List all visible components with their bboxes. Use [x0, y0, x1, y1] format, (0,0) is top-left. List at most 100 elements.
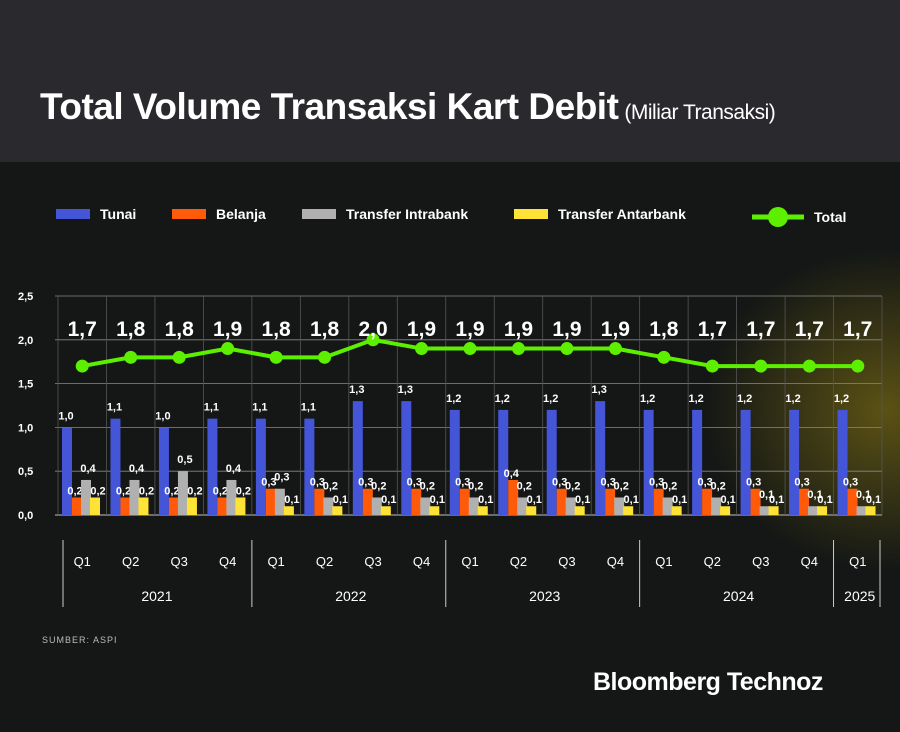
bar-transfer-antarbank — [380, 506, 391, 515]
legend-total: Total — [752, 206, 846, 228]
bar-data-label: 0,3 — [794, 477, 809, 489]
legend-label: Transfer Antarbank — [558, 206, 686, 222]
bar-data-label: 0,2 — [565, 480, 580, 492]
total-point — [366, 333, 380, 347]
bar-data-label: 0,1 — [478, 494, 493, 506]
bar-data-label: 0,2 — [187, 485, 202, 497]
bar-data-label: 1,2 — [785, 393, 800, 405]
bar-data-label: 0,3 — [358, 477, 373, 489]
bar-transfer-antarbank — [671, 506, 682, 515]
bar-data-label: 1,2 — [543, 393, 558, 405]
bar-transfer-antarbank — [283, 506, 294, 515]
total-point — [608, 342, 622, 356]
total-data-label: 1,8 — [116, 318, 146, 341]
bar-transfer-antarbank — [865, 506, 876, 515]
y-tick-label: 2,0 — [18, 335, 33, 347]
bar-tunai — [62, 427, 72, 515]
bar-data-label: 0,2 — [468, 480, 483, 492]
bar-data-label: 0,3 — [407, 477, 422, 489]
bar-data-label: 0,2 — [213, 485, 228, 497]
bar-belanja — [750, 488, 761, 515]
bar-transfer-intrabank — [614, 497, 625, 515]
total-point — [754, 359, 768, 373]
legend-swatch — [172, 209, 206, 219]
bar-data-label: 0,2 — [517, 480, 532, 492]
total-data-label: 1,7 — [746, 318, 775, 341]
bar-transfer-intrabank — [420, 497, 431, 515]
x-tick-label: Q4 — [219, 554, 236, 569]
bar-data-label: 0,1 — [866, 494, 881, 506]
total-data-label: 1,7 — [68, 318, 97, 341]
total-point — [124, 350, 138, 364]
bar-data-label: 0,1 — [381, 494, 396, 506]
bar-data-label: 0,1 — [769, 494, 784, 506]
x-tick-label: Q2 — [510, 554, 527, 569]
legend-swatch — [302, 209, 336, 219]
bar-tunai — [255, 418, 266, 515]
bar-data-label: 0,3 — [274, 472, 289, 484]
bar-transfer-intrabank — [808, 506, 819, 515]
bar-data-label: 0,2 — [420, 480, 435, 492]
bar-data-label: 0,4 — [129, 463, 145, 475]
legend-tunai: Tunai — [56, 206, 136, 222]
bar-data-label: 0,1 — [759, 489, 774, 501]
bar-data-label: 0,3 — [310, 477, 325, 489]
bar-data-label: 0,2 — [139, 485, 154, 497]
bar-transfer-antarbank — [477, 506, 488, 515]
total-data-label: 2,0 — [358, 318, 387, 341]
total-point — [318, 350, 332, 364]
bar-transfer-antarbank — [768, 506, 779, 515]
year-label: 2025 — [844, 588, 875, 604]
bar-data-label: 1,0 — [155, 410, 170, 422]
bar-data-label: 0,1 — [284, 494, 299, 506]
y-tick-label: 1,5 — [18, 379, 33, 391]
bar-data-label: 0,2 — [236, 485, 251, 497]
bar-data-label: 0,1 — [575, 494, 590, 506]
bar-data-label: 1,1 — [107, 402, 122, 414]
bar-data-label: 0,1 — [333, 494, 348, 506]
bar-data-label: 0,1 — [720, 494, 735, 506]
bar-data-label: 0,2 — [67, 485, 82, 497]
year-label: 2021 — [141, 588, 172, 604]
bar-data-label: 1,2 — [737, 393, 752, 405]
bar-transfer-intrabank — [129, 479, 140, 515]
bar-tunai — [207, 418, 218, 515]
bar-data-label: 0,3 — [261, 477, 276, 489]
bar-transfer-antarbank — [817, 506, 828, 515]
legend-label: Tunai — [100, 206, 137, 222]
bar-data-label: 0,2 — [614, 480, 629, 492]
bar-transfer-intrabank — [759, 506, 770, 515]
bar-data-label: 0,2 — [710, 480, 725, 492]
bar-belanja — [217, 497, 228, 515]
bar-tunai — [740, 409, 751, 515]
bar-data-label: 0,3 — [601, 477, 616, 489]
bar-data-label: 0,1 — [672, 494, 687, 506]
total-point — [221, 342, 235, 356]
x-tick-label: Q4 — [607, 554, 624, 569]
total-data-label: 1,9 — [407, 318, 436, 341]
bar-belanja — [265, 488, 276, 515]
bar-data-label: 0,3 — [843, 477, 858, 489]
bar-transfer-intrabank — [81, 479, 91, 515]
bar-transfer-intrabank — [177, 471, 188, 515]
total-point — [851, 359, 865, 373]
x-tick-label: Q3 — [752, 554, 769, 569]
legend-belanja: Belanja — [172, 206, 266, 222]
bar-data-label: 1,3 — [592, 384, 607, 396]
bar-belanja — [459, 488, 470, 515]
x-tick-label: Q2 — [122, 554, 139, 569]
bar-tunai — [837, 409, 848, 515]
total-data-label: 1,9 — [213, 318, 242, 341]
y-tick-label: 1,0 — [18, 422, 33, 434]
year-label: 2023 — [529, 588, 560, 604]
legend-label: Transfer Intrabank — [346, 206, 469, 222]
source-note: SUMBER: ASPI — [42, 635, 118, 645]
chart-title: Total Volume Transaksi Kart Debit (Miliar… — [40, 86, 776, 128]
total-data-label: 1,9 — [504, 318, 533, 341]
bar-belanja — [702, 488, 713, 515]
bar-data-label: 0,1 — [430, 494, 445, 506]
bar-transfer-antarbank — [574, 506, 585, 515]
bar-transfer-antarbank — [90, 497, 100, 515]
bar-tunai — [692, 409, 703, 515]
